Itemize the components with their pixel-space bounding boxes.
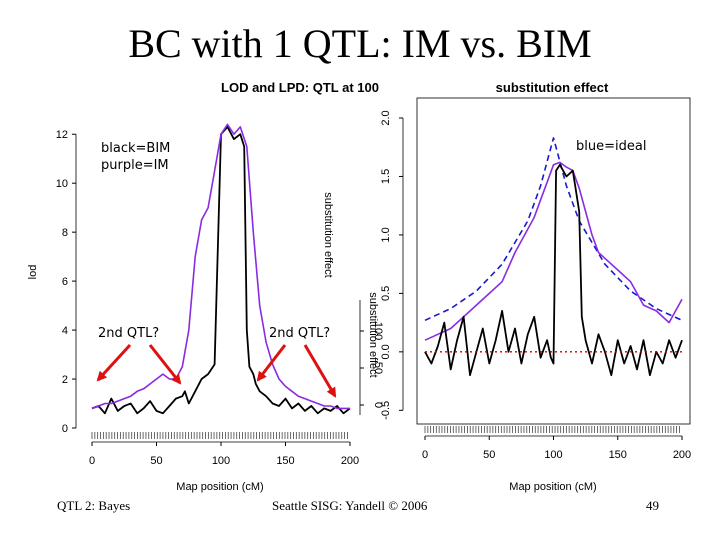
series-line-bim [91,126,351,415]
y-tick-label: 0.5 [380,286,392,301]
right-xlabel: Map position (cM) [509,481,596,493]
series-line-im [91,123,350,410]
y-tick-label: 0.0 [380,344,392,359]
right-axis-tick-label: 0 [372,402,384,408]
x-tick-label: 150 [276,455,294,467]
black-label: black=BIM [101,141,171,156]
slide-title: BC with 1 QTL: IM vs. BIM [128,21,592,66]
y-tick-label: 1.0 [380,227,392,242]
right-axis-tick-label: 100 [372,322,384,340]
y-tick-label: 8 [62,227,68,239]
purple-label: purple=IM [101,158,169,173]
plot-frame [416,97,691,425]
series-line-ideal [424,137,683,322]
y-tick-label: 0 [62,423,68,435]
right-panel: 0 50 100 150 200 -0.5 0.0 0.5 1.0 1.5 2.0 [380,97,691,461]
y-tick-label: 12 [56,129,68,141]
x-tick-label: 200 [673,449,691,461]
left-panel-title: LOD and LPD: QTL at 100 [221,80,379,95]
arrows [96,343,337,398]
x-tick-label: 50 [483,449,495,461]
qtl2-left-label: 2nd QTL? [98,326,160,341]
x-tick-label: 0 [422,449,428,461]
x-tick-label: 150 [609,449,627,461]
y-tick-label: 4 [62,325,68,337]
y-tick-label: 2 [62,374,68,386]
red-arrow [303,344,337,398]
x-tick-label: 0 [89,455,95,467]
y-tick-label: -0.5 [380,401,392,420]
left-ylabel: lod [27,265,39,280]
y-tick-label: 10 [56,178,68,190]
x-tick-label: 200 [341,455,359,467]
y-tick-label: 6 [62,276,68,288]
x-tick-label: 100 [212,455,230,467]
red-arrow [148,344,182,385]
blue-label: blue=ideal [576,139,647,154]
right-axis-label: substitution effect [367,292,379,377]
y-tick-label: 2.0 [380,110,392,125]
page-number: 49 [646,498,659,513]
right-ylabel: substitution effect [322,192,334,277]
x-tick-label: 100 [544,449,562,461]
red-arrow [256,344,287,382]
footer-left: QTL 2: Bayes [57,498,131,513]
left-panel: 0 50 100 150 200 0 2 4 6 8 10 12 0 50 100 [56,123,384,467]
right-panel-title: substitution effect [496,80,609,95]
footer-center: Seattle SISG: Yandell © 2006 [272,498,428,513]
series-line-im [424,161,683,341]
x-tick-label: 50 [150,455,162,467]
right-axis-tick-label: 50 [372,362,384,374]
y-tick-label: 1.5 [380,169,392,184]
qtl2-right-label: 2nd QTL? [269,326,331,341]
red-arrow [96,343,132,382]
left-xlabel: Map position (cM) [176,481,263,493]
series-line-bim [424,163,683,377]
